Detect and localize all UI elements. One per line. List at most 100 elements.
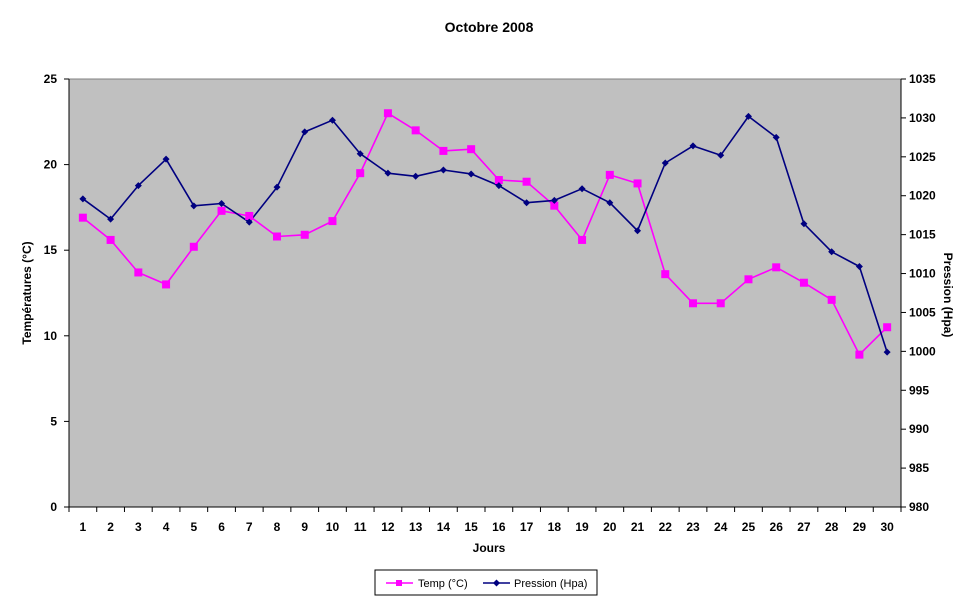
- temp-point: [273, 232, 281, 241]
- pression-point: [79, 195, 87, 203]
- temp-point: [106, 235, 115, 244]
- temp-point: [217, 206, 226, 215]
- temp-point: [300, 230, 309, 239]
- pression-point: [606, 199, 614, 207]
- pression-point: [107, 215, 115, 223]
- temp-point: [883, 323, 892, 332]
- pression-point: [301, 128, 309, 136]
- temp-point: [772, 263, 781, 272]
- x-tick-label: 20: [603, 520, 617, 534]
- x-tick-label: 10: [326, 520, 340, 534]
- pression-point: [800, 220, 808, 228]
- temp-point: [661, 270, 670, 279]
- temp-point: [716, 299, 725, 308]
- pression-point: [495, 182, 503, 190]
- x-tick-label: 14: [437, 520, 451, 534]
- x-tick-label: 4: [163, 520, 170, 534]
- right-tick-label: 1035: [909, 72, 936, 86]
- left-tick-label: 10: [44, 329, 58, 343]
- x-tick-label: 12: [381, 520, 395, 534]
- x-tick-label: 23: [686, 520, 700, 534]
- temp-point: [689, 299, 697, 308]
- x-tick-label: 27: [797, 520, 811, 534]
- temp-point: [411, 126, 420, 135]
- pression-point: [689, 142, 697, 150]
- x-tick-label: 2: [107, 520, 114, 534]
- x-tick-label: 21: [631, 520, 645, 534]
- x-tick-label: 17: [520, 520, 534, 534]
- pression-point: [772, 133, 780, 141]
- left-tick-label: 25: [44, 72, 58, 86]
- legend: Temp (°C) Pression (Hpa): [374, 569, 598, 596]
- right-tick-label: 1010: [909, 267, 936, 281]
- temp-point: [522, 177, 531, 186]
- x-tick-label: 19: [575, 520, 589, 534]
- series-line-temp: [82, 112, 888, 356]
- pression-point: [162, 155, 170, 163]
- left-tick-label: 0: [50, 500, 57, 514]
- x-tick-label: 22: [659, 520, 673, 534]
- x-tick-label: 25: [742, 520, 756, 534]
- x-tick-label: 30: [880, 520, 894, 534]
- right-tick-label: 995: [909, 383, 929, 397]
- pression-point: [245, 218, 253, 226]
- temp-point: [578, 235, 587, 244]
- pression-point: [523, 199, 531, 207]
- x-axis: 1 2 3 4 5 6 7 8 9 10 11 12 13 14 15 16 17 18 19 20 21 22 23 24 2…: [68, 506, 902, 534]
- x-tick-label: 5: [190, 520, 197, 534]
- y-axis-right-label: Pression (Hpa): [941, 253, 955, 338]
- left-tick-label: 15: [44, 243, 58, 257]
- right-tick-label: 1020: [909, 189, 936, 203]
- temp-point: [245, 211, 254, 220]
- temp-point: [744, 275, 753, 284]
- pression-point: [634, 227, 642, 235]
- temp-point: [633, 179, 642, 188]
- pression-point: [855, 263, 863, 271]
- temp-point: [855, 350, 864, 359]
- temp-point: [356, 169, 365, 178]
- x-tick-label: 13: [409, 520, 423, 534]
- temp-point: [494, 176, 503, 185]
- pression-point: [218, 200, 226, 208]
- temp-point: [467, 145, 476, 154]
- legend-pression-marker: [493, 579, 500, 587]
- x-tick-label: 18: [548, 520, 562, 534]
- pression-point: [412, 172, 420, 180]
- right-axis: 980 985 990 995 1000 1005 1010 1015 1020 1025 1030…: [900, 72, 936, 514]
- series-layer: [78, 109, 892, 359]
- temp-point: [827, 295, 836, 304]
- pression-point: [384, 169, 392, 177]
- x-tick-label: 11: [354, 520, 367, 534]
- right-tick-label: 1000: [909, 344, 936, 358]
- right-tick-label: 1005: [909, 305, 936, 319]
- legend-pression-label: Pression (Hpa): [514, 578, 587, 590]
- chart-title: Octobre 2008: [445, 19, 534, 35]
- temp-point: [439, 146, 448, 155]
- plot-area: [68, 78, 902, 508]
- series-line-pression: [82, 115, 888, 353]
- x-tick-label: 3: [135, 520, 142, 534]
- left-axis: 0 5 10 15 20 25: [44, 72, 70, 514]
- x-tick-label: 6: [218, 520, 225, 534]
- pression-point: [190, 202, 198, 210]
- temp-point: [328, 217, 337, 226]
- x-tick-label: 29: [853, 520, 867, 534]
- x-tick-label: 9: [301, 520, 308, 534]
- pression-point: [134, 182, 142, 190]
- temp-point: [605, 170, 614, 179]
- temp-point: [383, 109, 392, 118]
- right-tick-label: 1030: [909, 111, 936, 125]
- temp-point: [550, 201, 559, 210]
- pression-point: [578, 185, 586, 193]
- left-tick-label: 5: [50, 414, 57, 428]
- right-tick-label: 990: [909, 422, 929, 436]
- pression-point: [744, 112, 752, 120]
- x-tick-label: 1: [80, 520, 87, 534]
- right-tick-label: 980: [909, 500, 929, 514]
- pression-point: [828, 248, 836, 256]
- temp-point: [134, 268, 143, 277]
- x-tick-label: 28: [825, 520, 839, 534]
- x-tick-label: 7: [246, 520, 253, 534]
- right-tick-label: 1015: [909, 228, 936, 242]
